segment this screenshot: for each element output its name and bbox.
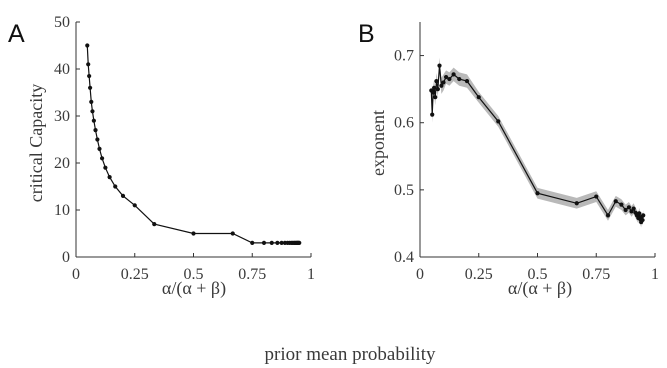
panel-b-y-tick-label: 0.6 <box>394 115 414 132</box>
panel-b-data-point <box>451 72 456 77</box>
panel-b-y-axis-label: exponent <box>368 110 388 176</box>
shared-x-axis-label: prior mean probability <box>265 344 436 365</box>
panel-b-x-tick-label: 0 <box>416 266 424 283</box>
panel-b-marks <box>429 57 646 228</box>
panel-a-data-point <box>97 146 102 151</box>
panel-b-data-point <box>640 217 645 223</box>
panel-a-data-point <box>88 85 93 90</box>
panel-a-y-tick-label: 40 <box>54 61 70 78</box>
panel-b-x-tick-label: 1 <box>651 266 659 283</box>
panel-a-x-tick-label: 0 <box>72 266 80 283</box>
panel-b-x-tick-label: 0.5 <box>528 266 548 283</box>
panel-a-y-tick-label: 10 <box>54 202 70 219</box>
panel-b-data-point <box>631 206 636 211</box>
panel-a-data-point <box>120 193 126 198</box>
panel-a-data-point <box>191 231 196 236</box>
panel-a-letter: A <box>8 20 25 48</box>
panel-b-data-point <box>619 202 624 207</box>
panel-b-data-point <box>431 90 436 95</box>
panel-a-y-axis-label: critical Capacity <box>26 84 46 202</box>
panel-b-data-point <box>464 78 470 84</box>
panel-b-letter: B <box>358 20 375 48</box>
panel-b-data-point <box>437 63 442 68</box>
panel-a-y-tick-label: 20 <box>54 155 70 172</box>
panel-a-data-point <box>152 222 157 227</box>
panel-a-data-point <box>91 118 96 123</box>
panel-b-data-point <box>496 119 501 124</box>
panel-b-data-point <box>430 112 435 117</box>
panel-b-data-point <box>641 213 646 218</box>
panel-b-data-point <box>457 76 462 82</box>
panel-a-data-point <box>99 156 105 161</box>
panel-a-data-point <box>279 240 284 245</box>
panel-a-marks <box>85 43 302 245</box>
panel-a-data-point <box>250 240 255 245</box>
panel-b-data-point <box>574 201 579 206</box>
panel-b-data-point <box>434 78 439 84</box>
panel-a-x-tick-label: 0.5 <box>184 266 204 283</box>
panel-b-ticks: 0 0.25 0.5 0.75 1 0.4 0.5 0.6 0.7 <box>394 48 659 283</box>
panel-a-data-point <box>275 240 280 245</box>
panel-a-x-axis-label: α/(α + β) <box>162 278 226 299</box>
panel-a-x-tick-label: 1 <box>307 266 315 283</box>
panel-b-data-point <box>626 205 632 210</box>
panel-b-data-point <box>605 213 611 218</box>
panel-b-y-tick-label: 0.4 <box>394 249 414 266</box>
panel-a-data-point <box>95 137 100 142</box>
panel-a-data-point <box>107 175 112 180</box>
panel-b-data-point <box>637 211 642 216</box>
panel-b-data-point <box>443 74 449 80</box>
panel-b-data-point <box>441 80 446 85</box>
panel-a-x-tick-label: 0.75 <box>238 266 266 283</box>
panel-b-axes <box>419 22 655 258</box>
panel-b: B 0 0.25 0.5 0.75 1 0.4 0.5 0.6 0.7 α/(α + β) ex… <box>358 20 659 299</box>
panel-b-x-axis-label: α/(α + β) <box>508 278 572 299</box>
panel-b-data-point <box>535 191 540 196</box>
panel-a-data-point <box>93 128 98 133</box>
panel-b-data-point <box>623 207 628 213</box>
panel-a-data-point <box>87 73 92 79</box>
panel-a-data-point <box>89 99 94 104</box>
panel-b-data-point <box>594 194 599 199</box>
panel-b-y-tick-label: 0.7 <box>394 48 414 65</box>
panel-b-data-point <box>439 83 444 88</box>
panel-a-data-point <box>297 240 302 245</box>
panel-a-data-point <box>90 109 95 114</box>
panel-b-x-tick-label: 0.25 <box>465 266 493 283</box>
panel-a-data-point <box>132 203 137 208</box>
panel-b-y-tick-label: 0.5 <box>394 182 414 199</box>
panel-a-data-point <box>261 240 267 245</box>
panel-b-data-point <box>613 199 618 204</box>
panel-a-data-point <box>86 62 91 67</box>
panel-a-data-point <box>230 231 235 236</box>
panel-a-series-line <box>86 45 300 244</box>
panel-a-data-point <box>269 240 274 245</box>
panel-b-data-point <box>476 95 481 100</box>
panel-a-x-tick-label: 0.25 <box>121 266 149 283</box>
panel-a-axes <box>75 22 311 258</box>
panel-b-data-point <box>435 87 440 92</box>
panel-a-y-tick-label: 50 <box>54 14 70 31</box>
panel-b-data-point <box>447 76 452 82</box>
panel-b-error-band <box>431 57 644 228</box>
panel-b-x-tick-label: 0.75 <box>582 266 610 283</box>
panel-a-data-point <box>103 165 108 170</box>
panel-b-series-line <box>430 65 644 223</box>
panel-a-y-tick-label: 0 <box>62 249 70 266</box>
panel-a-data-point <box>85 43 90 48</box>
panel-a-data-point <box>113 184 118 189</box>
panel-a-y-tick-label: 30 <box>54 108 70 125</box>
panel-b-data-point <box>432 85 437 90</box>
panel-b-data-point <box>433 95 438 100</box>
